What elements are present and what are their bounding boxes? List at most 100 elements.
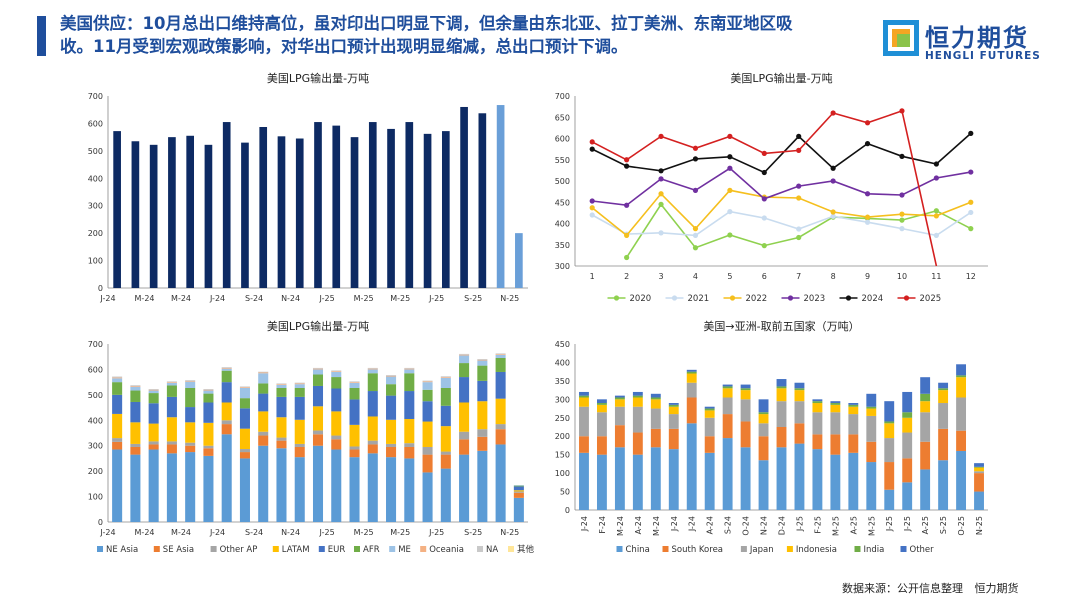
bar-segment-India bbox=[632, 395, 643, 398]
bar-segment-Oceania bbox=[166, 382, 177, 383]
bar-segment-AFR bbox=[386, 384, 397, 396]
bar-segment-AFR bbox=[185, 387, 196, 408]
bar-segment-SE Asia bbox=[459, 439, 470, 455]
data-point-2023 bbox=[796, 183, 802, 189]
data-point-2024 bbox=[968, 130, 974, 136]
bar-segment-China bbox=[956, 450, 967, 510]
bar-segment-Indonesia bbox=[650, 399, 661, 409]
y-tick-label: 700 bbox=[88, 92, 103, 101]
data-point-2025 bbox=[624, 157, 630, 163]
bar-14 bbox=[368, 122, 377, 288]
y-tick-label: 0 bbox=[98, 284, 103, 293]
x-tick-label: J-25 bbox=[319, 528, 335, 537]
legend-label-China: China bbox=[626, 545, 650, 555]
bar-segment-Indonesia bbox=[938, 390, 949, 404]
bar-segment-Other bbox=[938, 382, 949, 389]
bar-segment-Other bbox=[632, 391, 643, 396]
data-point-2025 bbox=[589, 139, 595, 145]
bar-segment-Indonesia bbox=[776, 388, 787, 402]
data-point-2023 bbox=[658, 176, 664, 182]
bar-segment-Other bbox=[794, 382, 805, 389]
bar-segment-NE Asia bbox=[367, 453, 378, 522]
bar-segment-China bbox=[579, 452, 589, 510]
bar-segment-Oceania bbox=[276, 384, 287, 385]
x-tick-label: A-25 bbox=[849, 516, 858, 534]
bar-segment-Indonesia bbox=[704, 410, 715, 418]
data-point-2021 bbox=[864, 219, 871, 225]
data-point-2024 bbox=[830, 165, 836, 171]
y-tick-label: 100 bbox=[88, 493, 103, 502]
bar-4 bbox=[186, 135, 195, 288]
bar-segment-NE Asia bbox=[258, 445, 269, 522]
bar-segment-South Korea bbox=[776, 427, 787, 448]
bar-segment-NA bbox=[221, 367, 232, 368]
bar-segment-Indonesia bbox=[686, 373, 697, 383]
bar-segment-China bbox=[704, 452, 715, 510]
bar-segment-Other bbox=[812, 399, 823, 402]
bar-segment-Other bbox=[974, 463, 984, 467]
bar-segment-EUR bbox=[294, 396, 305, 420]
x-tick-label: M-24 bbox=[171, 294, 191, 303]
bar-12 bbox=[332, 125, 341, 288]
chart-us-lpg-export-by-region: 美国LPG输出量-万吨 0 100 200 300 400 500 600 700 J-24 M-2… bbox=[70, 318, 540, 560]
bar-segment-NE Asia bbox=[495, 444, 506, 522]
legend-label-Indonesia: Indonesia bbox=[796, 545, 837, 555]
bar-segment-India bbox=[794, 388, 805, 391]
bar-segment-Other bbox=[704, 406, 715, 409]
bar-segment-Other AP bbox=[459, 431, 470, 440]
data-point-2021 bbox=[658, 230, 664, 236]
bar-segment-AFR bbox=[221, 370, 232, 383]
bar-segment-EUR bbox=[513, 486, 524, 491]
legend-label-2022: 2022 bbox=[746, 294, 768, 304]
data-point-2023 bbox=[624, 202, 630, 208]
bar-segment-EUR bbox=[331, 388, 342, 412]
data-point-2020 bbox=[933, 208, 939, 214]
x-tick-label: M-24 bbox=[652, 516, 661, 536]
y-tick-label: 0 bbox=[98, 518, 103, 527]
chart-svg-bl: 美国LPG输出量-万吨 0 100 200 300 400 500 600 700 J-24 M-2… bbox=[88, 319, 535, 555]
x-tick-label: 8 bbox=[831, 272, 836, 281]
data-point-2020 bbox=[658, 201, 664, 207]
legend-label-2023: 2023 bbox=[804, 294, 826, 304]
bar-13 bbox=[350, 137, 359, 288]
legend-label-Other AP: Other AP bbox=[220, 545, 258, 555]
bar-10 bbox=[295, 138, 304, 288]
data-point-2022 bbox=[589, 205, 595, 211]
bar-segment-India bbox=[579, 395, 589, 398]
y-tick-label: 500 bbox=[88, 391, 103, 400]
bar-0 bbox=[113, 131, 121, 288]
bar-segment-China bbox=[920, 469, 931, 510]
y-tick-label: 200 bbox=[88, 467, 103, 476]
bar-segment-NA bbox=[258, 371, 269, 373]
bar-segment-ME bbox=[185, 381, 196, 388]
bar-segment-Oceania bbox=[440, 377, 451, 378]
bar-segment-India bbox=[920, 393, 931, 402]
data-point-2021 bbox=[830, 213, 836, 219]
bar-segment-India bbox=[866, 406, 877, 409]
legend-label-ME: ME bbox=[398, 545, 411, 555]
bar-segment-EUR bbox=[239, 408, 250, 429]
bar-segment-China bbox=[848, 452, 859, 510]
data-point-2023 bbox=[933, 175, 939, 181]
source-company: 恒力期货 bbox=[974, 582, 1019, 595]
y-tick-label: 400 bbox=[88, 174, 103, 183]
y-tick-label: 300 bbox=[555, 395, 570, 404]
y-tick-label: 350 bbox=[555, 241, 570, 250]
bar-segment-Other AP bbox=[513, 491, 524, 493]
source-note: 数据来源：公开信息整理 恒力期货 bbox=[842, 580, 1019, 596]
x-tick-label: 10 bbox=[897, 272, 907, 281]
bar-segment-LATAM bbox=[440, 426, 451, 452]
bar-segment-AFR bbox=[495, 357, 506, 372]
bar-segment-Japan bbox=[866, 415, 877, 442]
x-tick-label: 5 bbox=[727, 272, 732, 281]
bar-segment-LATAM bbox=[130, 422, 141, 444]
y-tick-label: 400 bbox=[555, 358, 570, 367]
bar-segment-India bbox=[722, 386, 733, 389]
y-tick-label: 450 bbox=[555, 198, 570, 207]
legend-swatch-Other bbox=[900, 546, 907, 552]
chart-svg-br: 美国→亚洲-取前五国家（万吨） 0 50 100 150 200 250 300 350 400 4… bbox=[555, 319, 988, 555]
bar-segment-AFR bbox=[166, 385, 177, 397]
data-point-2024 bbox=[899, 153, 905, 159]
x-tick-label: J-24 bbox=[580, 516, 589, 532]
x-tick-label: J-25 bbox=[319, 294, 335, 303]
